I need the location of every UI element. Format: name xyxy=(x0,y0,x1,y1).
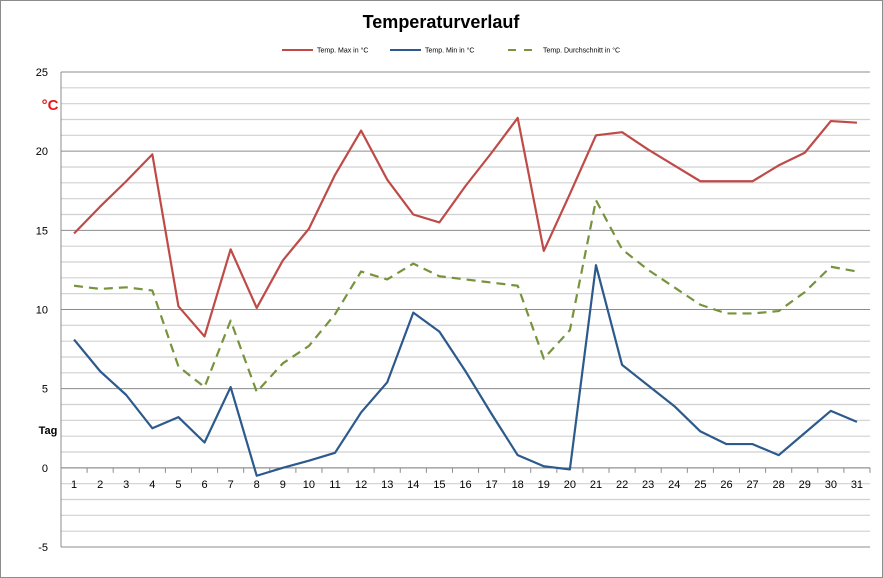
x-tick-label: 24 xyxy=(668,479,680,491)
x-tick-label: 11 xyxy=(329,479,340,491)
x-tick-label: 8 xyxy=(254,479,260,491)
x-tick-label: 21 xyxy=(590,479,602,491)
series-line-3 xyxy=(73,199,858,393)
x-tick-label: 12 xyxy=(355,479,367,491)
x-tick-label: 18 xyxy=(512,479,524,491)
x-tick-label: 13 xyxy=(381,479,393,491)
x-tick-label: 25 xyxy=(694,479,706,491)
x-axis-label: Tag xyxy=(39,425,58,437)
x-tick-label: 16 xyxy=(459,479,471,491)
x-tick-label: 31 xyxy=(851,479,863,491)
y-tick-label: 15 xyxy=(36,225,48,237)
x-tick-label: 28 xyxy=(773,479,785,491)
x-tick-label: 26 xyxy=(720,479,732,491)
y-tick-label: 10 xyxy=(36,305,48,317)
x-tick-label: 2 xyxy=(97,479,103,491)
y-tick-label: 0 xyxy=(42,463,48,475)
chart-title: Temperaturverlauf xyxy=(363,12,521,32)
legend-label: Temp. Max in °C xyxy=(317,47,368,55)
x-tick-label: 27 xyxy=(746,479,758,491)
y-tick-label: 5 xyxy=(42,384,48,396)
x-tick-label: 5 xyxy=(175,479,181,491)
x-tick-label: 6 xyxy=(201,479,207,491)
legend-label: Temp. Durchschnitt in °C xyxy=(543,47,620,55)
x-tick-label: 1 xyxy=(71,479,77,491)
y-tick-label: 25 xyxy=(36,67,48,79)
x-tick-label: 10 xyxy=(303,479,315,491)
x-tick-label: 22 xyxy=(616,479,628,491)
x-tick-label: 15 xyxy=(433,479,445,491)
x-tick-label: 20 xyxy=(564,479,576,491)
x-tick-label: 29 xyxy=(799,479,811,491)
x-tick-label: 30 xyxy=(825,479,837,491)
x-tick-label: 17 xyxy=(485,479,497,491)
y-tick-label: 20 xyxy=(36,146,48,158)
x-tick-label: 14 xyxy=(407,479,419,491)
x-tick-label: 9 xyxy=(280,479,286,491)
y-tick-label: -5 xyxy=(38,542,48,554)
x-tick-label: 19 xyxy=(538,479,550,491)
y-axis-label: °C xyxy=(42,97,59,114)
series-line-2 xyxy=(73,264,858,477)
x-tick-label: 7 xyxy=(228,479,234,491)
x-tick-label: 3 xyxy=(123,479,129,491)
x-tick-label: 4 xyxy=(149,479,155,491)
legend-label: Temp. Min in °C xyxy=(425,47,474,55)
x-tick-label: 23 xyxy=(642,479,654,491)
